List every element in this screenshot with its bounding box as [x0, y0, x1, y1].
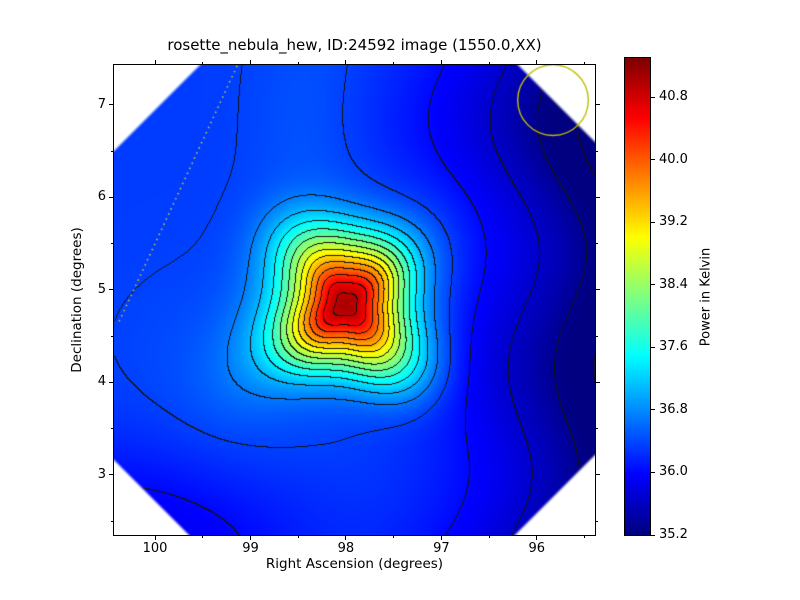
- y-tick-label: 4: [97, 374, 106, 390]
- x-tick: [536, 535, 538, 540]
- colorbar-tick: [650, 346, 655, 348]
- x-tick-label: 100: [142, 541, 168, 556]
- colorbar-tick-label: 35.2: [659, 527, 688, 542]
- plot-title: rosette_nebula_hew, ID:24592 image (1550…: [167, 36, 542, 54]
- colorbar-tick: [650, 471, 655, 473]
- y-tick: [595, 474, 600, 476]
- y-tick: [109, 289, 114, 291]
- colorbar-tick: [650, 159, 655, 161]
- y-tick: [109, 196, 114, 198]
- y-minor-tick: [111, 243, 114, 245]
- x-tick: [345, 535, 347, 540]
- colorbar-tick: [650, 221, 655, 223]
- x-tick-label: 97: [433, 541, 450, 556]
- colorbar-tick: [650, 534, 655, 536]
- x-tick-label: 99: [242, 541, 259, 556]
- y-tick: [595, 381, 600, 383]
- y-minor-tick: [595, 243, 598, 245]
- heatmap-canvas: [114, 65, 595, 535]
- colorbar-tick-label: 36.0: [659, 464, 688, 480]
- x-minor-tick: [393, 62, 395, 65]
- x-tick-label: 98: [337, 541, 355, 556]
- y-tick-label: 5: [97, 281, 106, 297]
- y-minor-tick: [595, 428, 598, 430]
- y-minor-tick: [111, 428, 114, 430]
- colorbar-tick: [650, 409, 655, 411]
- y-minor-tick: [595, 520, 598, 522]
- x-minor-tick: [393, 535, 395, 538]
- y-minor-tick: [111, 150, 114, 152]
- x-tick: [249, 535, 251, 540]
- x-tick: [536, 60, 538, 65]
- y-tick: [595, 289, 600, 291]
- y-tick-label: 6: [97, 189, 106, 205]
- x-tick: [154, 535, 156, 540]
- x-minor-tick: [202, 535, 204, 538]
- y-minor-tick: [595, 150, 598, 152]
- colorbar-tick-label: 37.6: [659, 339, 688, 355]
- y-tick-label: 7: [97, 96, 106, 112]
- y-tick: [109, 474, 114, 476]
- colorbar-tick: [650, 284, 655, 286]
- colorbar-tick-label: 39.2: [659, 214, 688, 230]
- y-tick: [595, 104, 600, 106]
- x-tick-label: 96: [528, 541, 546, 556]
- colorbar-tick: [650, 96, 655, 98]
- x-minor-tick: [488, 62, 490, 65]
- x-tick: [345, 60, 347, 65]
- x-axis-label: Right Ascension (degrees): [265, 556, 444, 572]
- x-minor-tick: [297, 62, 299, 65]
- colorbar-label: Power in Kelvin: [698, 247, 714, 347]
- colorbar-tick-label: 40.8: [659, 89, 688, 105]
- y-tick-label: 3: [97, 466, 106, 482]
- x-tick: [249, 60, 251, 65]
- y-minor-tick: [111, 335, 114, 337]
- colorbar-tick-label: 38.4: [659, 276, 688, 292]
- x-minor-tick: [584, 535, 585, 538]
- x-tick: [154, 60, 156, 65]
- y-axis-label: Declination (degrees): [69, 227, 85, 373]
- colorbar-canvas: [625, 58, 650, 535]
- y-tick: [595, 196, 600, 198]
- y-tick: [109, 381, 114, 383]
- x-minor-tick: [202, 62, 204, 65]
- x-minor-tick: [584, 62, 585, 65]
- x-tick: [440, 535, 442, 540]
- y-minor-tick: [595, 335, 598, 337]
- y-minor-tick: [111, 520, 114, 522]
- x-minor-tick: [488, 535, 490, 538]
- colorbar-tick-label: 40.0: [659, 151, 688, 167]
- x-minor-tick: [297, 535, 299, 538]
- y-tick: [109, 104, 114, 106]
- colorbar-tick-label: 36.8: [659, 401, 688, 417]
- x-tick: [440, 60, 442, 65]
